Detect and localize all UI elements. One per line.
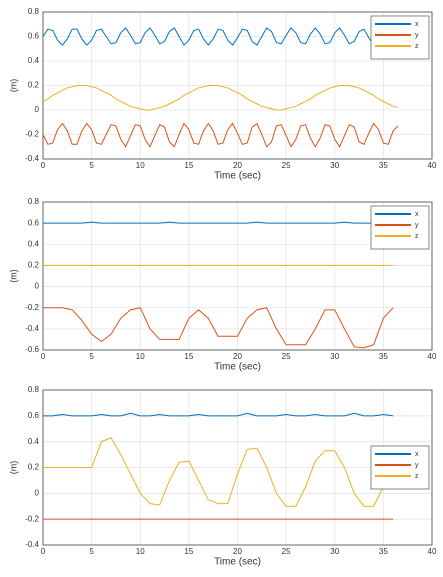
data-line: [43, 412, 394, 417]
x-tick-label: 20: [233, 352, 242, 361]
y-tick-label: 0.6: [28, 411, 40, 420]
legend-label: y: [415, 222, 419, 229]
x-tick-label: 0: [41, 352, 46, 361]
legend-label: x: [415, 211, 419, 218]
legend: xyz: [370, 15, 430, 60]
x-tick-label: 0: [41, 161, 46, 170]
data-line: [43, 437, 394, 507]
data-line: [42, 27, 399, 46]
x-tick-label: 35: [379, 161, 388, 170]
x-axis-label: Time (sec): [214, 557, 261, 568]
x-tick-label: 40: [428, 161, 437, 170]
x-tick-label: 30: [330, 161, 339, 170]
legend-label: y: [415, 32, 419, 39]
y-tick-label: 0.6: [28, 218, 40, 227]
y-tick-label: 0.8: [28, 385, 40, 394]
x-tick-label: 15: [184, 352, 193, 361]
data-line: [42, 122, 399, 148]
x-tick-label: 35: [379, 352, 388, 361]
x-tick-label: 35: [379, 547, 388, 556]
legend-label: z: [415, 43, 419, 50]
y-tick-label: 0.8: [28, 197, 40, 206]
legend-label: x: [415, 21, 419, 28]
y-tick-label: 0: [35, 105, 40, 114]
x-tick-label: 5: [89, 161, 94, 170]
y-axis-label: (m): [8, 79, 18, 93]
x-axis-label: Time (sec): [214, 362, 261, 373]
x-tick-label: 15: [184, 161, 193, 170]
y-tick-label: -0.4: [25, 154, 39, 163]
legend-label: x: [415, 451, 419, 458]
legend-label: z: [415, 233, 419, 240]
plot-frame: [42, 11, 433, 160]
y-tick-label: 0.2: [28, 463, 40, 472]
y-tick-label: 0.6: [28, 32, 40, 41]
x-tick-label: 40: [428, 352, 437, 361]
y-tick-label: 0: [35, 282, 40, 291]
y-axis-label: (m): [8, 269, 18, 283]
x-tick-label: 0: [41, 547, 46, 556]
x-tick-label: 25: [282, 161, 291, 170]
y-tick-label: 0.4: [28, 56, 40, 65]
x-tick-label: 25: [282, 352, 291, 361]
x-tick-label: 10: [136, 547, 145, 556]
data-line: [42, 85, 399, 111]
y-tick-label: -0.4: [25, 540, 39, 549]
y-tick-label: 0.8: [28, 7, 40, 16]
x-tick-label: 5: [89, 547, 94, 556]
legend-label: z: [415, 473, 419, 480]
legend: xyz: [370, 445, 430, 490]
x-tick-label: 30: [330, 352, 339, 361]
x-tick-label: 10: [136, 161, 145, 170]
legend-box: [370, 445, 430, 490]
y-axis-label: (m): [8, 461, 18, 475]
y-tick-label: -0.2: [25, 514, 39, 523]
y-tick-label: -0.6: [25, 345, 39, 354]
y-tick-label: -0.2: [25, 130, 39, 139]
x-tick-label: 30: [330, 547, 339, 556]
plot-frame: [42, 201, 433, 351]
y-tick-label: 0.4: [28, 239, 40, 248]
data-line: [43, 221, 394, 224]
legend-label: y: [415, 462, 419, 469]
x-tick-label: 5: [89, 352, 94, 361]
x-tick-label: 40: [428, 547, 437, 556]
x-tick-label: 20: [233, 161, 242, 170]
y-tick-label: -0.2: [25, 303, 39, 312]
y-tick-label: 0.2: [28, 261, 40, 270]
y-tick-label: 0.2: [28, 81, 40, 90]
y-tick-label: 0.4: [28, 437, 40, 446]
legend: xyz: [370, 205, 430, 250]
x-tick-label: 10: [136, 352, 145, 361]
legend-box: [370, 15, 430, 60]
x-tick-label: 15: [184, 547, 193, 556]
x-tick-label: 20: [233, 547, 242, 556]
x-tick-label: 25: [282, 547, 291, 556]
legend-box: [370, 205, 430, 250]
y-tick-label: 0: [35, 488, 40, 497]
y-tick-label: -0.4: [25, 324, 39, 333]
data-line: [43, 307, 394, 349]
x-axis-label: Time (sec): [214, 171, 261, 182]
